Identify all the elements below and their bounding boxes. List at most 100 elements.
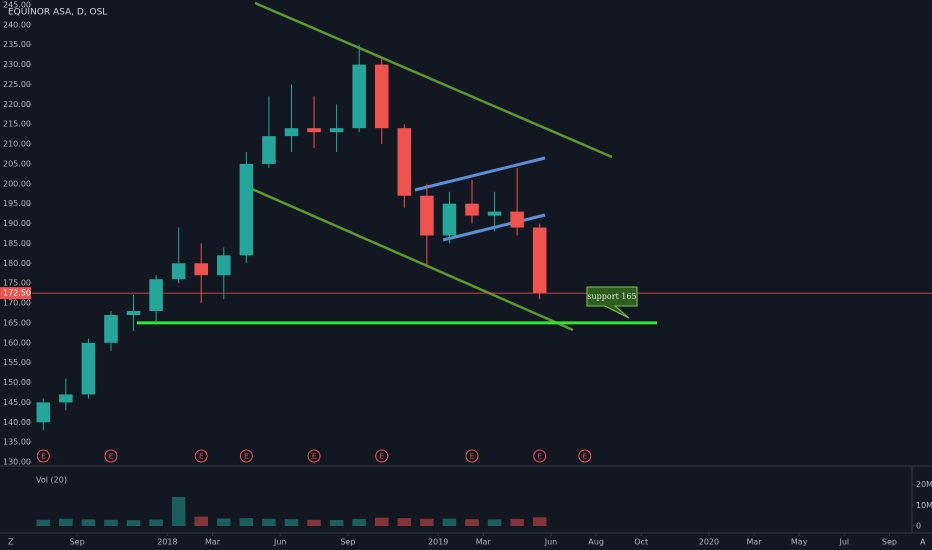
y-tick-label: 200.00 [3,179,31,188]
candle-body [217,255,231,276]
last-price-label: 172.50 [3,289,31,298]
candle-body [442,203,457,236]
volume-bar [465,519,479,526]
volume-bar [532,517,547,526]
channel-line [414,156,546,192]
volume-bar [171,496,186,526]
candle-body [465,203,479,216]
trend-lines [242,1,613,332]
y-tick-label: 150.00 [3,378,31,387]
volume-tick-label: 0 [916,522,921,531]
volume-bar [36,519,51,526]
y-tick-label: 195.00 [3,199,31,208]
earnings-marker [465,449,479,463]
earnings-label: E [470,453,474,461]
earnings-label: E [537,453,541,461]
candle-body [284,128,299,137]
volume-bar [352,518,366,526]
x-tick-label: Sep [882,538,897,547]
earnings-marker [307,449,321,463]
trend-line [254,1,613,159]
y-tick-label: 235.00 [3,40,31,49]
volume-bar [81,519,96,526]
candle-body [374,64,389,129]
x-tick-label: May [791,538,808,547]
y-tick-label: 155.00 [3,358,31,367]
x-tick-label: 2018 [157,538,177,547]
y-tick-label: 210.00 [3,140,31,149]
candle-body [59,394,73,403]
y-tick-label: 180.00 [3,259,31,268]
volume-tick-label: 20M [916,480,932,489]
y-tick-label: 240.00 [3,20,31,29]
volume-bar [239,518,254,526]
candle-body [329,128,344,133]
volume-tick-label: 10M [916,501,932,510]
channel-line [442,213,546,242]
volume-bar [149,519,163,526]
last-price-badge [0,287,31,300]
button[interactable]: A [920,538,926,547]
x-tick-label: Mar [205,538,221,547]
x-tick-label: Oct [634,538,648,547]
button[interactable]: Z [8,538,14,547]
candle-body [262,136,276,164]
y-tick-label: 245.00 [3,0,31,9]
volume-bar [262,518,276,526]
earnings-label: E [244,453,248,461]
y-tick-label: 130.00 [3,458,31,467]
x-tick-label: Jul [838,538,849,547]
chart-title: EQUINOR ASA, D, OSL [8,8,107,18]
candle-body [532,227,547,294]
earnings-label: E [199,453,203,461]
candle-body [239,163,254,256]
y-tick-label: 190.00 [3,219,31,228]
earnings-label: E [583,453,587,461]
y-tick-label: 170.00 [3,299,31,308]
candle-body [307,128,321,133]
y-tick-label: 185.00 [3,239,31,248]
candle-body [510,211,524,228]
y-tick-label: 175.00 [3,279,31,288]
candle-body [397,128,412,196]
volume-bar [420,518,434,526]
volume-bar [126,520,141,526]
candle-body [194,263,208,276]
candle-body [352,64,366,129]
y-tick-label: 205.00 [3,159,31,168]
volume-bar [329,519,344,526]
volume-bar [374,517,389,526]
y-tick-label: 230.00 [3,60,31,69]
x-tick-label: Sep [340,538,355,547]
volume-bar [194,516,208,526]
candle-body [420,195,434,236]
candle-body [149,279,163,311]
y-tick-label: 215.00 [3,120,31,129]
y-tick-label: 140.00 [3,418,31,427]
x-tick-label: Aug [588,538,604,547]
trend-line [242,183,574,332]
candle-body [126,310,141,315]
volume-bar [307,519,321,526]
x-tick-label: Jun [273,538,287,547]
earnings-label: E [41,453,45,461]
volume-title: Vol (20) [36,476,67,485]
x-tick-label: Mar [476,538,492,547]
x-tick-label: Mar [747,538,763,547]
x-tick-label: Sep [70,538,85,547]
candle-body [81,342,96,395]
y-tick-label: 165.00 [3,318,31,327]
earnings-marker [375,449,389,463]
annotation: support 165 [586,286,638,319]
volume-bar [284,519,299,526]
candle-body [487,211,502,216]
volume-bar [217,518,231,526]
y-tick-label: 135.00 [3,438,31,447]
y-tick-label: 225.00 [3,80,31,89]
candle-body [104,314,118,343]
annotation-text: support 165 [587,292,636,301]
earnings-label: E [109,453,113,461]
x-tick-label: Jun [544,538,558,547]
y-tick-label: 220.00 [3,100,31,109]
